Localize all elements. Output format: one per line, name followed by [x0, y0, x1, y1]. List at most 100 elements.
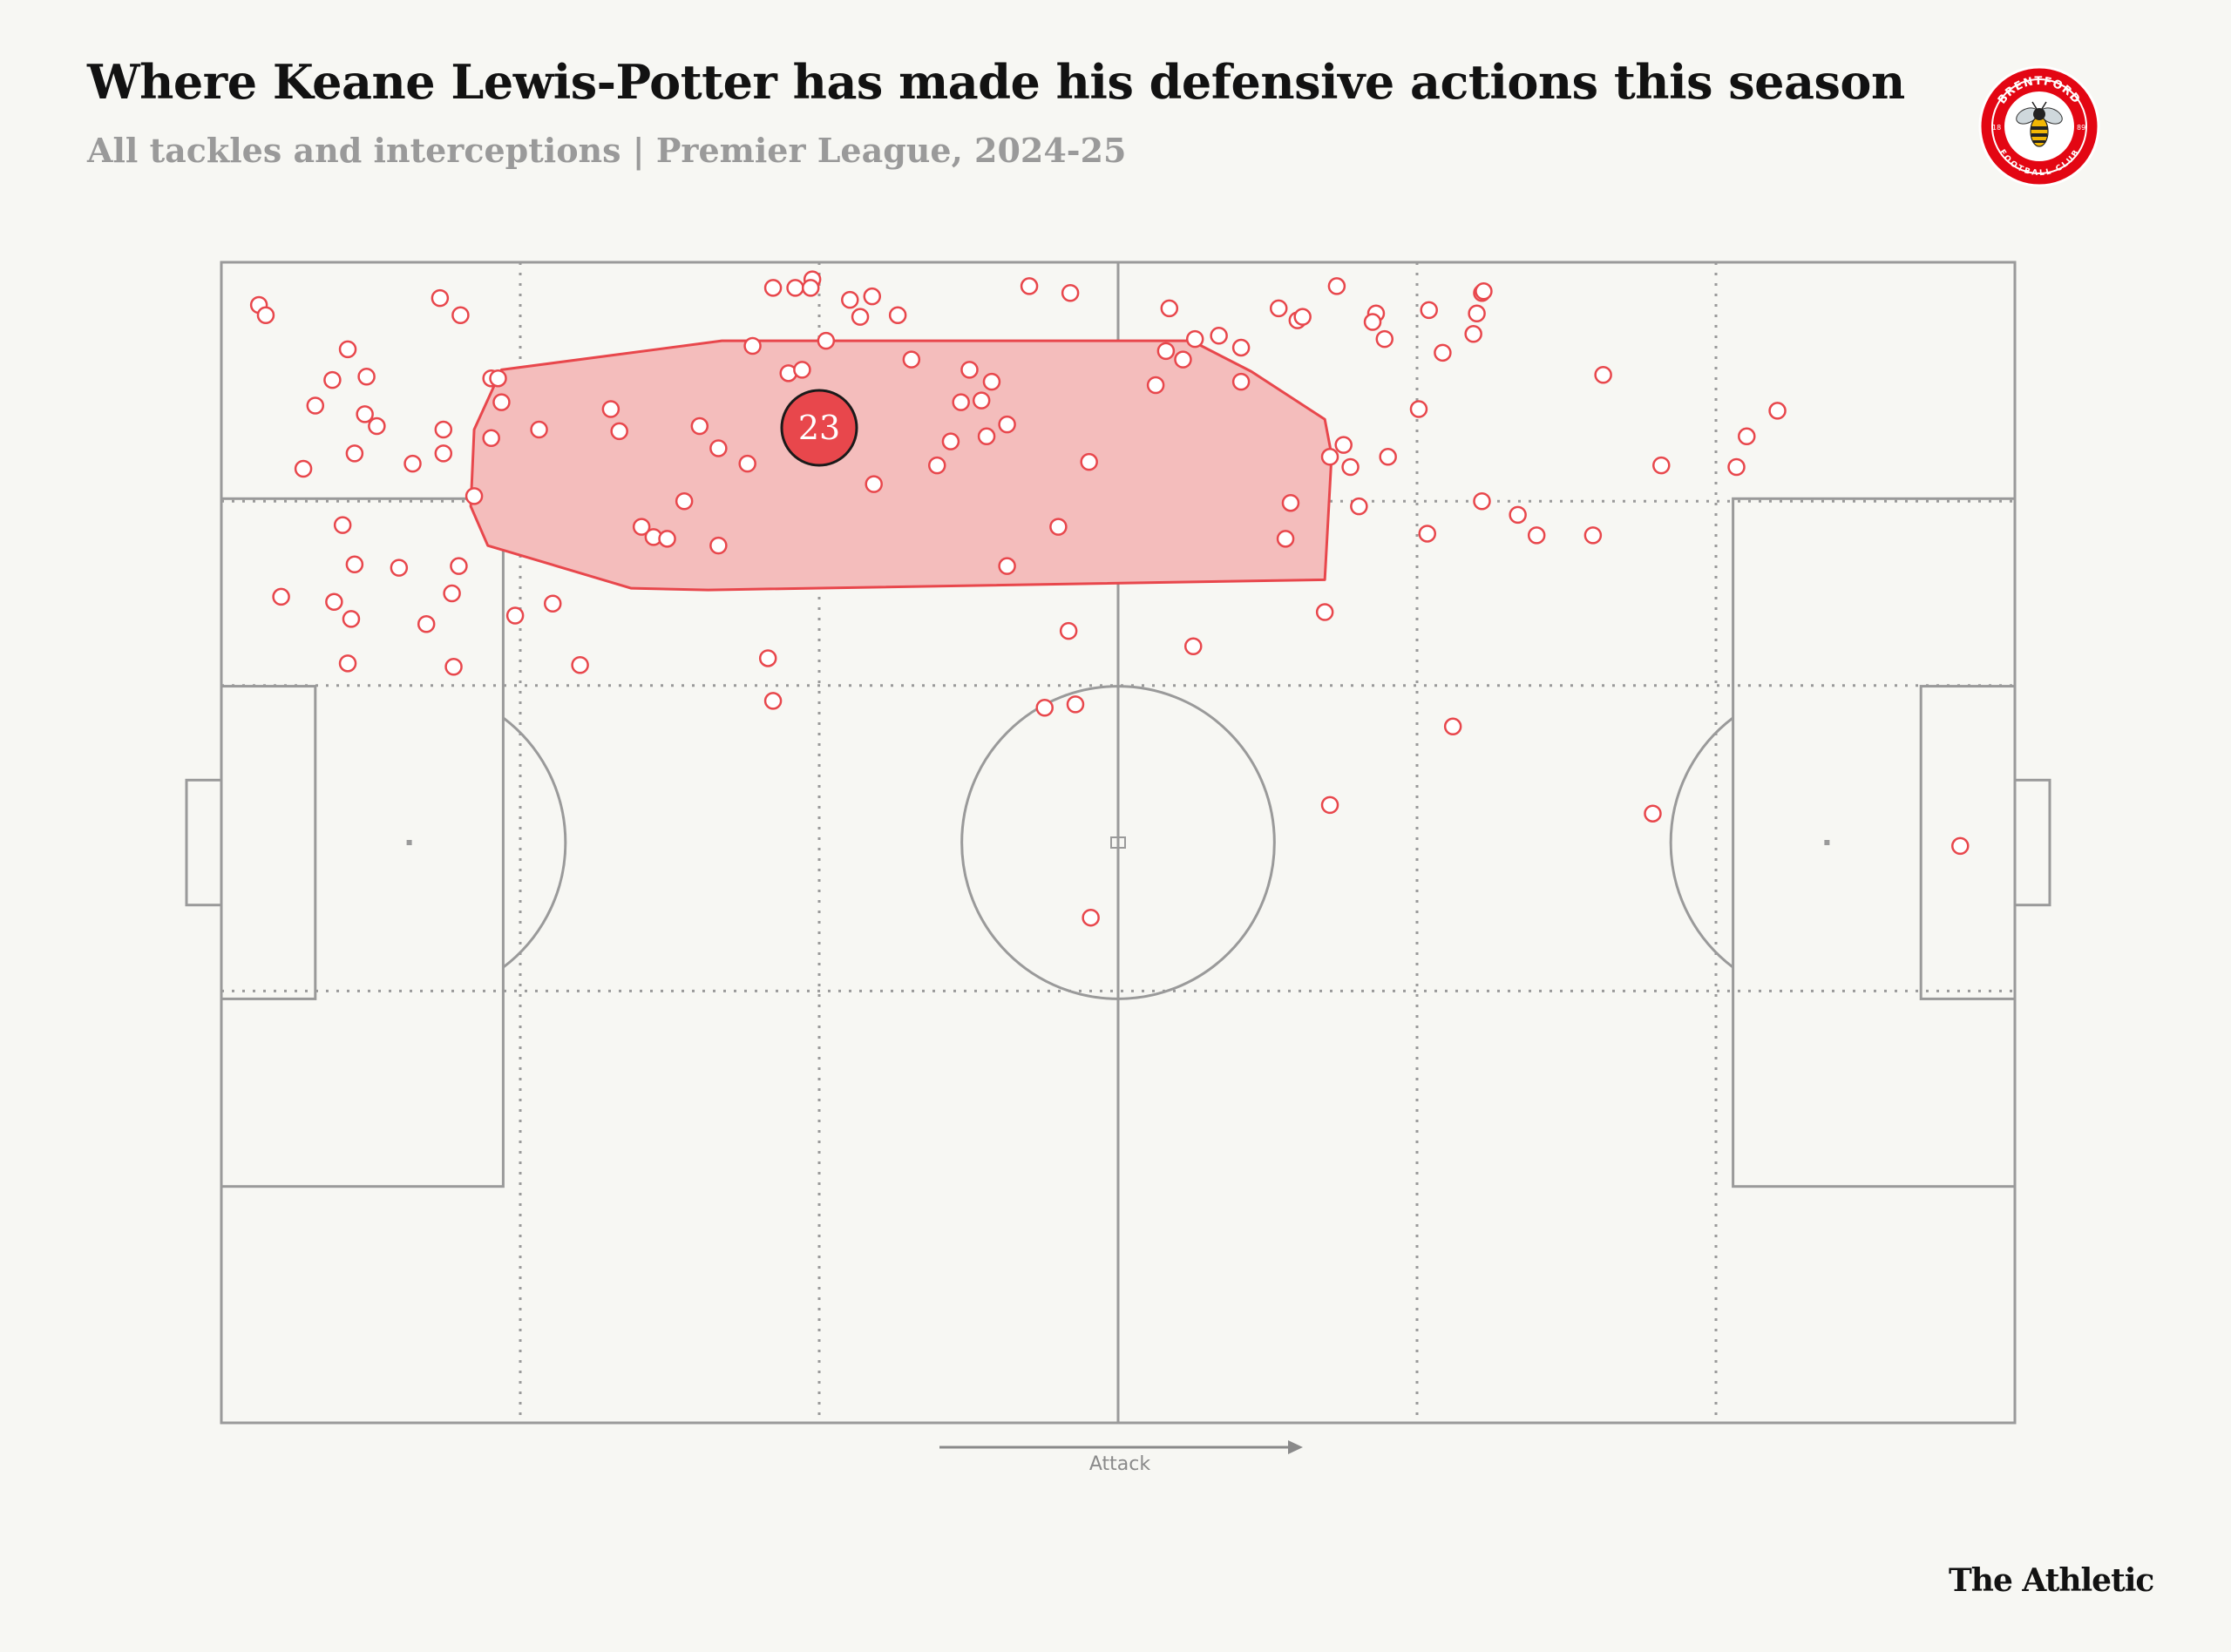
defensive-action-point [1066, 695, 1085, 714]
defensive-action-point [786, 279, 804, 297]
defensive-action-point [256, 306, 275, 324]
defensive-action-point [1409, 400, 1428, 418]
defensive-action-point [801, 279, 820, 297]
defensive-action-point [1434, 343, 1452, 362]
defensive-action-point [1652, 456, 1671, 475]
defensive-action-point [1059, 621, 1078, 640]
defensive-action-point [1146, 376, 1165, 395]
defensive-action-point [357, 367, 376, 386]
attack-direction-label: Attack [1088, 1453, 1151, 1475]
defensive-action-point [1583, 526, 1603, 545]
defensive-action-point [658, 530, 676, 548]
defensive-action-point [323, 370, 342, 389]
defensive-action-point [941, 432, 960, 450]
defensive-action-point [998, 557, 1016, 575]
defensive-action-point [1644, 804, 1662, 823]
defensive-action-point [972, 391, 991, 410]
defensive-action-point [1080, 452, 1098, 471]
defensive-action-point [1350, 497, 1368, 516]
defensive-action-point [333, 516, 352, 534]
left-goal [185, 778, 223, 907]
badge-year-right: 89 [2077, 124, 2085, 132]
defensive-action-point [1174, 350, 1192, 369]
defensive-action-point [505, 606, 525, 625]
defensive-action-point [272, 587, 290, 606]
defensive-action-point [482, 429, 500, 448]
left-six-yard-box [220, 685, 317, 1000]
bee-icon [2016, 101, 2063, 147]
defensive-action-point [1468, 304, 1486, 323]
defensive-action-point [1320, 796, 1339, 815]
defensive-action-point [632, 518, 651, 536]
defensive-action-point [1951, 836, 1970, 856]
defensive-action-point [338, 654, 357, 673]
defensive-action-point [1320, 448, 1339, 466]
defensive-action-point [356, 405, 374, 423]
defensive-action-point [443, 584, 461, 603]
defensive-action-point [1185, 329, 1204, 349]
defensive-action-point [1341, 457, 1360, 477]
left-penalty-area [220, 497, 505, 1188]
defensive-action-point [1049, 518, 1068, 536]
defensive-action-point [763, 279, 783, 297]
defensive-action-point [543, 594, 562, 613]
defensive-action-point [902, 350, 921, 369]
defensive-action-point [530, 420, 548, 439]
defensive-action-point [1231, 338, 1251, 357]
defensive-action-point [1475, 282, 1493, 301]
defensive-action-point [1443, 717, 1462, 736]
defensive-action-point [1269, 299, 1288, 318]
defensive-action-point [1594, 366, 1612, 384]
defensive-action-point [390, 559, 409, 577]
attack-arrow [939, 1440, 1303, 1454]
defensive-action-point [1035, 699, 1054, 717]
defensive-action-point [1327, 277, 1346, 295]
right-penalty-spot [1824, 840, 1830, 845]
defensive-action-point [1160, 299, 1179, 318]
defensive-action-point [675, 491, 694, 511]
defensive-action-point [1727, 457, 1746, 477]
defensive-action-point [601, 400, 620, 418]
defensive-action-point [1210, 326, 1228, 345]
defensive-action-point [1379, 448, 1397, 466]
defensive-actions [249, 270, 1970, 927]
defensive-action-point [1293, 308, 1312, 326]
defensive-action-point [434, 420, 453, 439]
defensive-action-point [1082, 908, 1100, 927]
defensive-action-point [1061, 284, 1080, 302]
defensive-action-point [1334, 436, 1353, 454]
badge-year-left: 18 [1992, 124, 2001, 132]
defensive-action-point [998, 415, 1016, 434]
pitch-markings [185, 261, 2051, 1425]
defensive-action-point [1738, 427, 1756, 446]
defensive-action-point [743, 336, 762, 355]
defensive-action-point [1420, 301, 1438, 320]
defensive-action-point [403, 454, 422, 473]
defensive-action-point [865, 475, 883, 493]
defensive-action-point [1527, 526, 1546, 545]
defensive-action-point [851, 308, 870, 326]
defensive-action-point [1020, 277, 1039, 295]
defensive-action-point [1276, 530, 1295, 548]
right-penalty-area [1732, 497, 2017, 1188]
chart-title: Where Keane Lewis-Potter has made his de… [87, 54, 1905, 110]
defensive-action-point [952, 393, 970, 411]
defensive-action-point [492, 393, 511, 411]
defensive-action-point [1363, 313, 1382, 331]
defensive-action-point [368, 416, 386, 436]
right-goal [2013, 778, 2051, 907]
defensive-action-point [1231, 372, 1251, 391]
defensive-action-point [345, 444, 364, 463]
action-area-hull [469, 339, 1333, 592]
left-penalty-arc [502, 716, 567, 969]
defensive-action-point [1281, 493, 1300, 512]
brentford-badge: BRENTFORD FOOTBALL CLUB 18 89 [1978, 65, 2100, 187]
defensive-action-point [709, 536, 728, 555]
defensive-action-point [888, 306, 907, 324]
defensive-action-point [1464, 325, 1482, 343]
defensive-action-point [1156, 342, 1176, 361]
defensive-action-point [709, 439, 728, 457]
defensive-action-point [1315, 603, 1334, 621]
defensive-action-point [434, 444, 453, 463]
defensive-action-point [431, 288, 450, 308]
